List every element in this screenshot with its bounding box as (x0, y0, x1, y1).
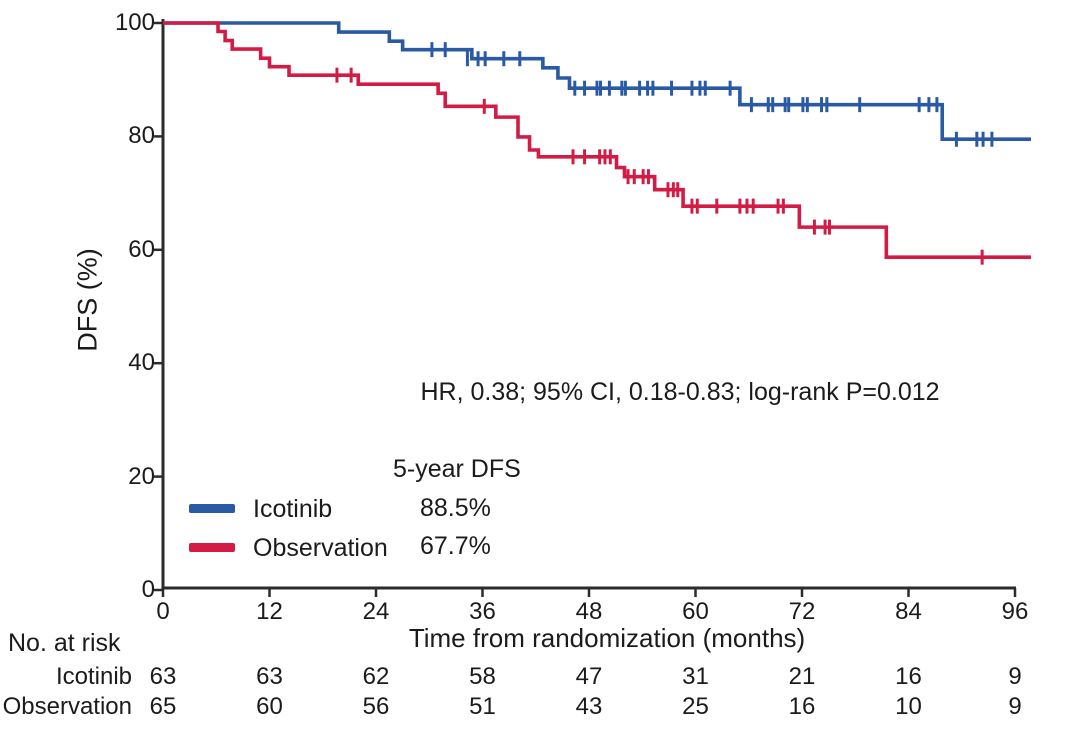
y-tick-label: 100 (114, 9, 155, 36)
risk-count-observation: 16 (788, 693, 816, 720)
risk-row-label-icotinib: Icotinib (55, 663, 132, 690)
legend-value-icotinib: 88.5% (420, 494, 491, 522)
x-tick-label: 96 (1001, 598, 1029, 625)
risk-count-observation: 51 (469, 693, 496, 720)
y-tick-label: 40 (128, 349, 155, 377)
risk-count-icotinib: 16 (895, 663, 922, 690)
risk-count-observation: 10 (895, 693, 922, 720)
y-tick-label: 0 (141, 576, 155, 603)
risk-count-icotinib: 21 (788, 663, 816, 690)
legend-label-observation: Observation (253, 534, 388, 562)
x-tick-label: 24 (362, 598, 390, 625)
risk-count-icotinib: 31 (682, 663, 709, 690)
risk-count-observation: 65 (149, 693, 177, 720)
risk-count-icotinib: 63 (256, 663, 283, 690)
risk-count-observation: 56 (362, 693, 390, 720)
legend-header: 5-year DFS (393, 455, 521, 483)
x-tick-label: 36 (469, 598, 496, 625)
risk-row-label-observation: Observation (2, 693, 132, 720)
risk-count-observation: 43 (575, 693, 603, 720)
hazard-ratio-annotation: HR, 0.38; 95% CI, 0.18-0.83; log-rank P=… (420, 378, 940, 406)
risk-count-icotinib: 9 (1008, 663, 1022, 690)
risk-count-icotinib: 63 (149, 663, 177, 690)
y-tick-label: 80 (128, 122, 155, 150)
risk-count-icotinib: 47 (575, 663, 603, 690)
km-curve-icotinib (163, 21, 1031, 142)
risk-count-observation: 60 (256, 693, 283, 720)
y-tick-label: 60 (128, 235, 155, 263)
risk-count-icotinib: 58 (469, 663, 496, 690)
risk-count-observation: 9 (1008, 693, 1022, 720)
x-tick-label: 84 (895, 598, 922, 625)
legend-swatch-observation (189, 543, 235, 552)
x-tick-label: 72 (788, 598, 816, 625)
legend-swatch-icotinib (189, 504, 235, 513)
x-tick-label: 12 (256, 598, 283, 625)
x-tick-label: 0 (156, 598, 170, 625)
x-axis-title: Time from randomization (months) (408, 623, 806, 653)
risk-count-observation: 25 (682, 693, 709, 720)
risk-count-icotinib: 62 (362, 663, 390, 690)
legend-label-icotinib: Icotinib (253, 495, 333, 523)
legend-value-observation: 67.7% (420, 532, 491, 560)
y-tick-label: 20 (128, 462, 155, 490)
km-curve-observation (163, 21, 1031, 259)
x-tick-label: 60 (682, 598, 709, 625)
risk-table-title: No. at risk (8, 629, 121, 657)
x-tick-label: 48 (575, 598, 603, 625)
